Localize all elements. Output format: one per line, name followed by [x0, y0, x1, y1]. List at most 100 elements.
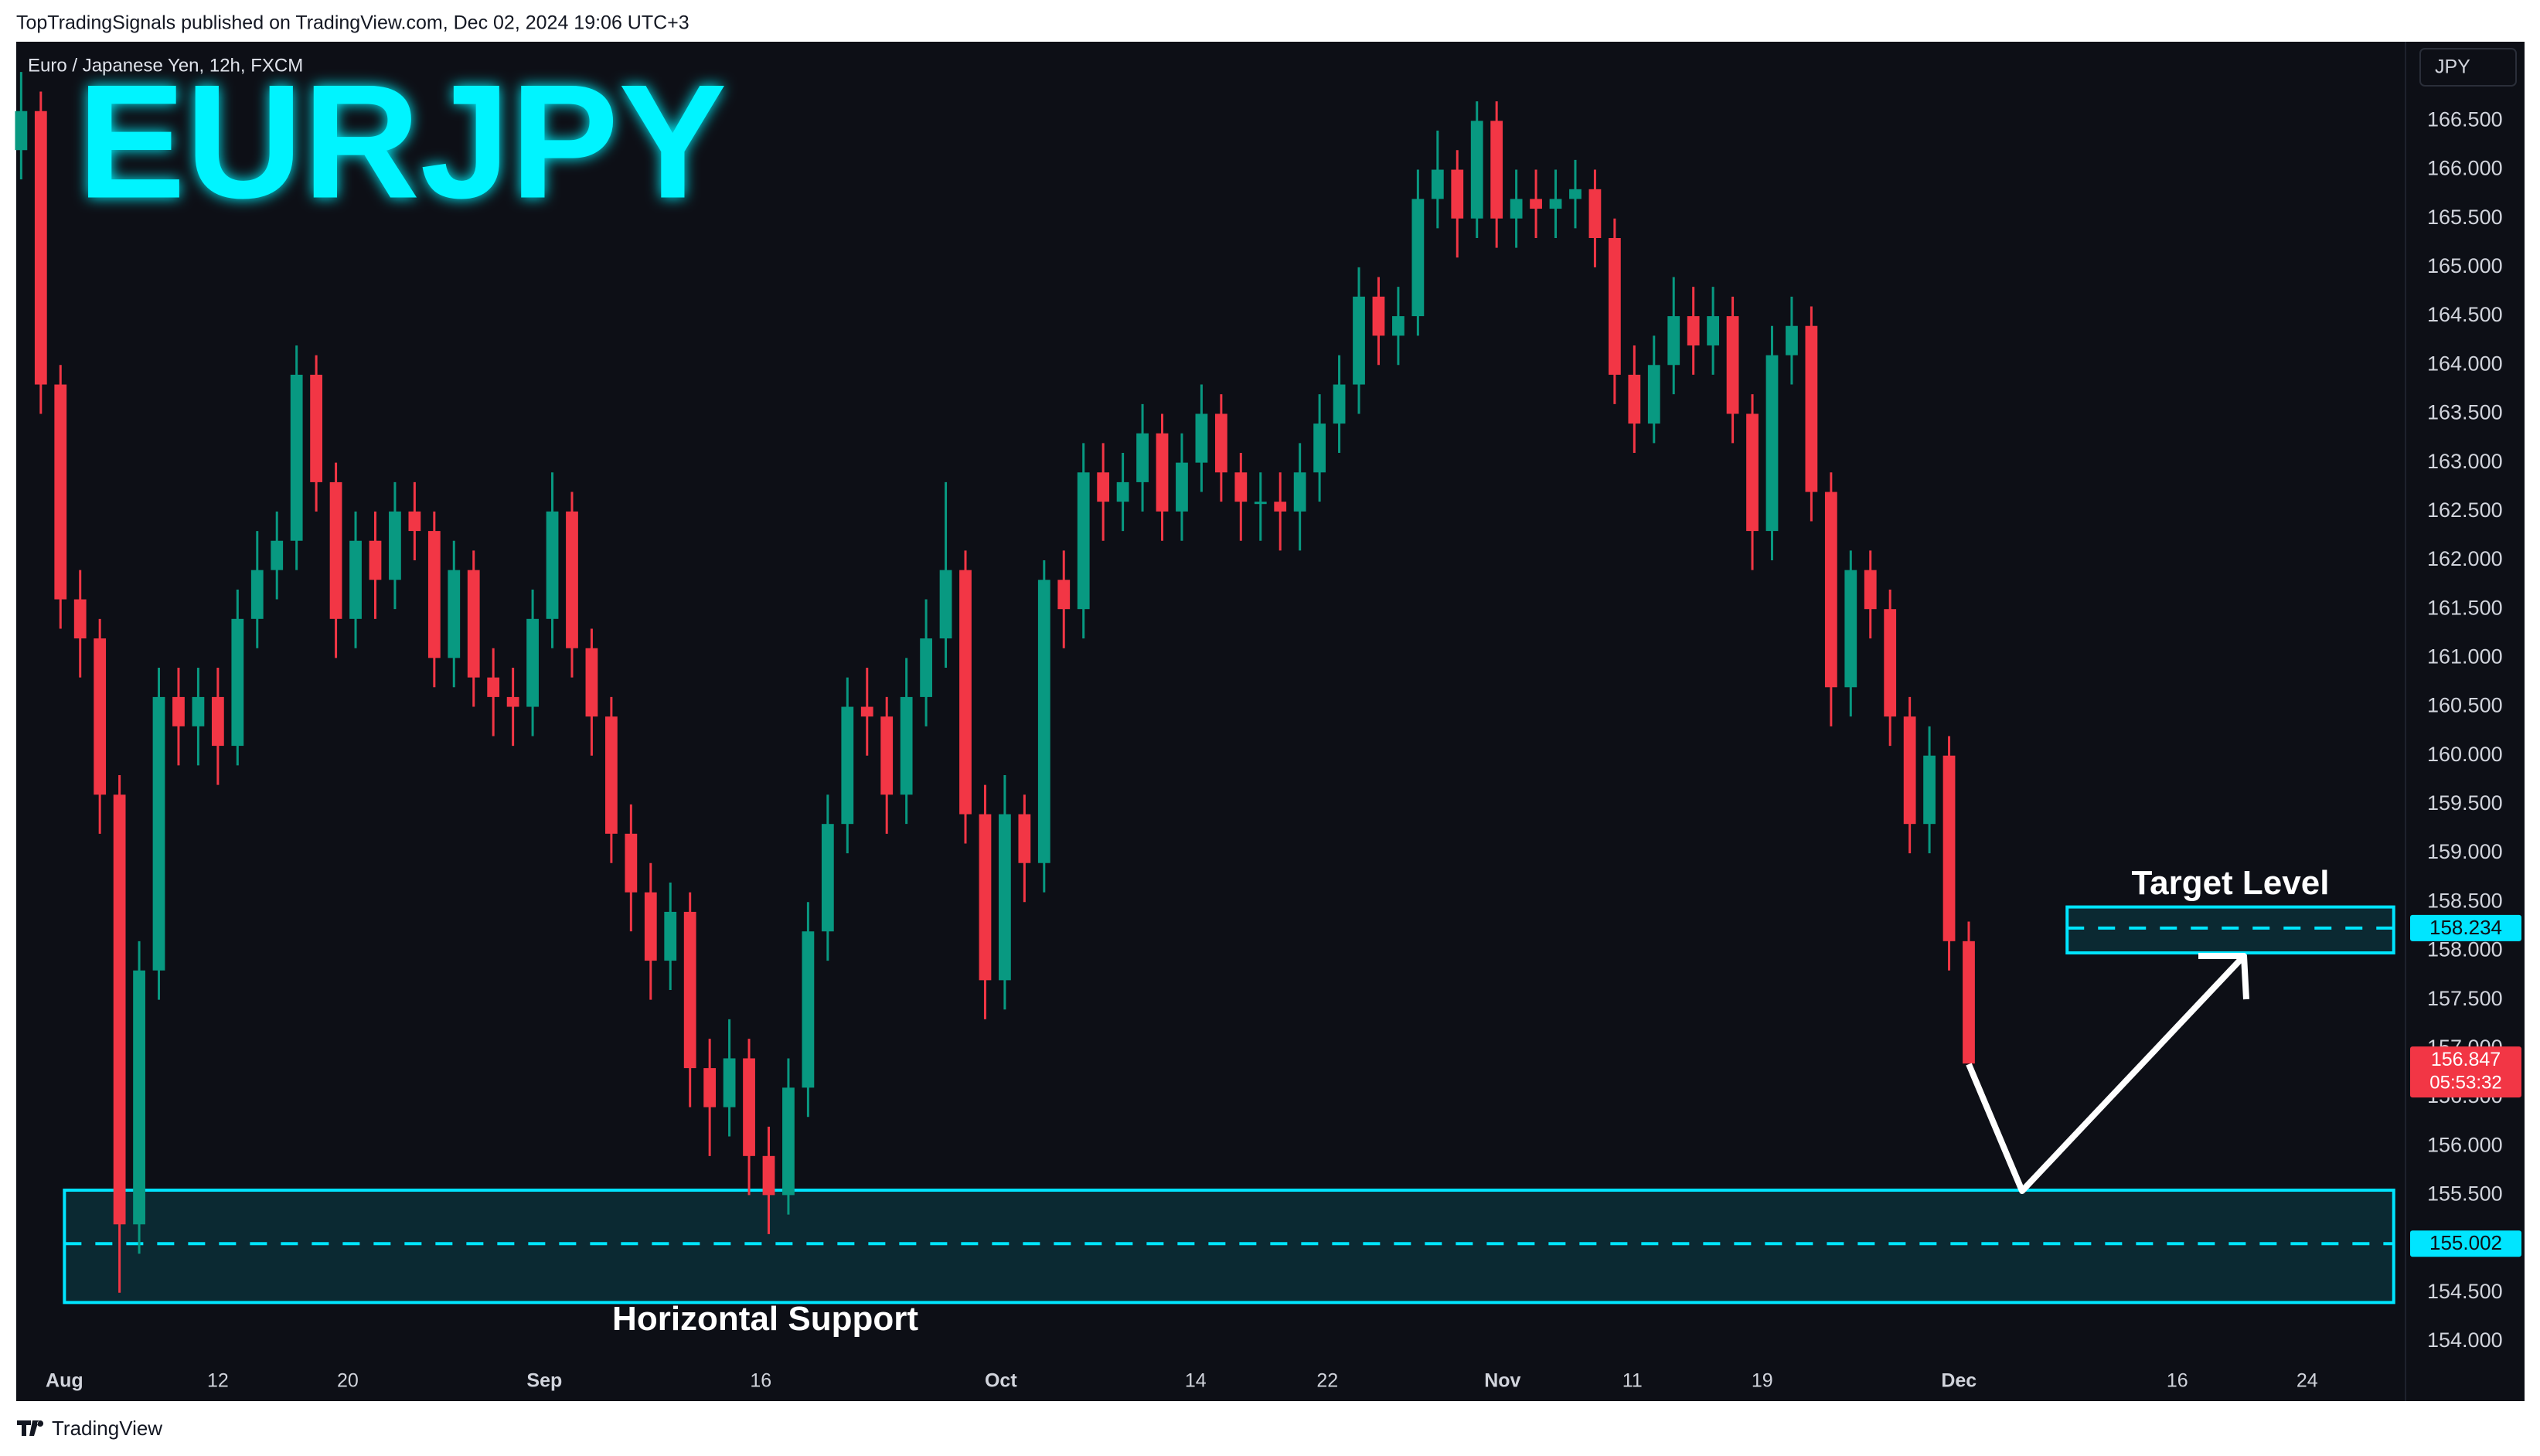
x-tick-label: 14 [1185, 1370, 1207, 1392]
candle-body [1274, 502, 1287, 512]
candle-body [1903, 716, 1916, 825]
candle-body [1667, 316, 1680, 366]
candle-body [1510, 199, 1523, 219]
candle-body [1490, 121, 1503, 219]
candle-body [15, 111, 28, 151]
y-tick-label: 155.500 [2427, 1182, 2503, 1205]
candle-body [1844, 570, 1857, 688]
y-tick-label: 163.500 [2427, 401, 2503, 424]
candle-body [1884, 609, 1897, 717]
candle-body [408, 511, 421, 532]
candle-body [1963, 941, 1975, 1064]
candle-body [979, 814, 992, 981]
candle-body [211, 696, 224, 747]
candle-body [999, 814, 1011, 981]
candle-body [782, 1087, 795, 1196]
candle-body [566, 511, 578, 648]
currency-label[interactable]: JPY [2435, 56, 2470, 78]
candle-body [1549, 199, 1562, 209]
candle-body [192, 696, 205, 726]
candle-body [1313, 424, 1326, 473]
symbol-description: Euro / Japanese Yen, 12h, FXCM [28, 55, 303, 76]
x-tick-label: 22 [1316, 1370, 1338, 1392]
chart-title: EURJPY [77, 50, 727, 232]
candle-body [939, 570, 952, 639]
candle-body [1077, 472, 1090, 610]
x-tick-label: 16 [750, 1370, 771, 1392]
y-tick-label: 162.000 [2427, 547, 2503, 570]
y-tick-label: 161.500 [2427, 596, 2503, 619]
y-tick-label: 163.000 [2427, 450, 2503, 473]
candle-body [585, 648, 598, 717]
candle-body [1353, 296, 1365, 385]
price-tag-label: 158.234 [2429, 916, 2502, 939]
candle-body [427, 531, 441, 658]
footer-brand: TradingView [52, 1417, 162, 1440]
y-tick-label: 157.500 [2427, 987, 2503, 1010]
x-tick-label: Dec [1941, 1370, 1977, 1392]
y-tick-label: 159.000 [2427, 840, 2503, 863]
candle-body [290, 374, 303, 541]
candle-body [683, 911, 696, 1069]
candle-body [1116, 481, 1129, 502]
y-tick-label: 166.500 [2427, 107, 2503, 131]
candle-body [329, 481, 342, 619]
candle-body [73, 599, 87, 639]
candle-body [1411, 199, 1425, 317]
y-tick-label: 165.000 [2427, 254, 2503, 277]
candle-body [1097, 472, 1110, 502]
candle-body [1805, 325, 1818, 492]
candle-body [1431, 169, 1444, 199]
candle-body [1864, 570, 1877, 610]
candle-body [1588, 189, 1602, 238]
projection-arrow [1966, 954, 2246, 1194]
candle-body [369, 540, 382, 580]
x-tick-label: Oct [985, 1370, 1017, 1392]
candle-body [1746, 413, 1759, 532]
candle-body [34, 111, 47, 385]
price-tag-label: 155.002 [2429, 1231, 2502, 1254]
candle-body [1254, 502, 1267, 505]
last-price-tag [2410, 1046, 2521, 1098]
candle-body [546, 511, 559, 619]
candle-body [1333, 384, 1346, 424]
candle-body [802, 931, 815, 1088]
y-tick-label: 161.000 [2427, 645, 2503, 668]
candle-body [271, 540, 284, 570]
candle-body [349, 540, 362, 619]
candle-body [821, 824, 834, 932]
candle-body [1786, 325, 1798, 355]
candle-body [506, 696, 519, 707]
candle-body [310, 374, 323, 482]
candle-body [1214, 413, 1227, 473]
price-tag [2410, 1230, 2521, 1257]
candle-body [133, 970, 145, 1225]
candle-body [762, 1155, 775, 1196]
candle-body [1942, 755, 1956, 941]
chart-panel [16, 42, 2525, 1401]
candle-body [54, 384, 67, 600]
candle-body [1707, 316, 1720, 345]
candle-body [1392, 316, 1404, 336]
candle-body [860, 706, 873, 717]
x-tick-label: Nov [1484, 1370, 1520, 1392]
candle-body [1195, 413, 1208, 463]
candle-body [1156, 433, 1169, 512]
candle-body [1018, 814, 1031, 863]
candle-body [604, 716, 618, 834]
y-tick-label: 158.000 [2427, 938, 2503, 961]
y-tick-label: 165.500 [2427, 206, 2503, 229]
candle-body [1293, 472, 1306, 512]
candle-body [1726, 316, 1739, 414]
candle-body [1451, 169, 1464, 219]
countdown-label: 05:53:32 [2429, 1073, 2501, 1094]
last-price-label: 156.847 [2431, 1049, 2501, 1070]
candle-body [664, 911, 677, 961]
currency-button[interactable] [2419, 48, 2517, 87]
y-tick-label: 164.000 [2427, 352, 2503, 375]
y-tick-label: 160.500 [2427, 694, 2503, 717]
zone-box [63, 1189, 2395, 1305]
candle-body [152, 696, 165, 971]
candle-body [1569, 189, 1582, 199]
